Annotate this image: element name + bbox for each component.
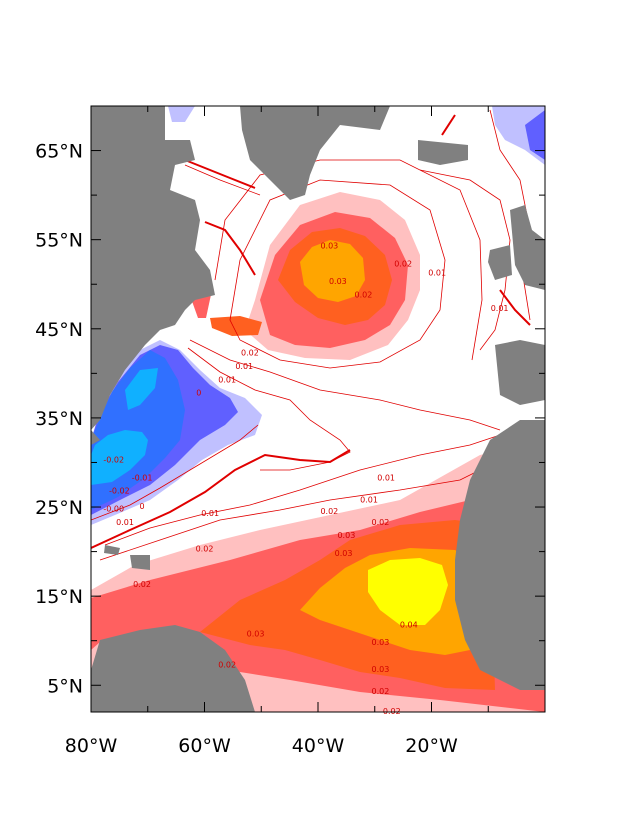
contour-label: -0.02 — [103, 455, 124, 464]
latitude-axis: 5°N 15°N 25°N 35°N 45°N 55°N 65°N — [35, 105, 545, 697]
lon-tick-label: 80°W — [65, 735, 118, 757]
lon-tick-label: 60°W — [178, 735, 231, 757]
land-greenland — [240, 106, 390, 200]
land-north-america — [91, 106, 215, 430]
contour-line-subpolar-000 — [214, 159, 483, 361]
contour-line-subpolar-001 — [229, 179, 446, 369]
contour-label: 0.02 — [241, 349, 259, 358]
contour-label: -0.02 — [109, 487, 130, 496]
contour-label: 0.02 — [372, 518, 390, 527]
contour-labels: 0.03 0.03 0.02 0.02 0.01 0.01 0.02 0.01 0.01 0 -0.… — [103, 242, 509, 716]
contour-line-gs-2 — [187, 347, 351, 471]
land-caribbean — [91, 430, 150, 570]
band-pos-005-tropical — [368, 558, 448, 625]
land-british-isles — [488, 245, 512, 280]
contour-line-arctic — [184, 164, 261, 196]
land-iceland — [418, 140, 468, 165]
contour-label: 0 — [140, 502, 145, 511]
band-neg-004-north — [125, 368, 158, 410]
contour-label: 0.02 — [196, 545, 214, 554]
lat-tick-label: 65°N — [35, 141, 83, 163]
contour-label: 0.01 — [201, 509, 219, 518]
zero-contour-arctic-2 — [204, 221, 256, 276]
contour-label: 0.02 — [383, 707, 401, 716]
zero-contours — [91, 114, 531, 549]
lat-tick-label: 45°N — [35, 319, 83, 341]
contour-label: 0.01 — [235, 362, 253, 371]
band-pos-003-newfoundland — [210, 316, 262, 336]
lat-tick-label: 15°N — [35, 586, 83, 608]
band-neg-004-gulfstream — [91, 430, 148, 485]
contour-line-gs-1 — [189, 339, 501, 431]
filled-contours-negative — [91, 106, 545, 525]
contour-label: 0.02 — [133, 580, 151, 589]
contour-label: 0.03 — [247, 629, 265, 638]
land-scandinavia — [510, 205, 545, 290]
contour-line-east-1 — [419, 169, 511, 351]
contour-label: 0.03 — [329, 277, 347, 286]
contour-label: 0.02 — [354, 291, 372, 300]
contour-label: 0.03 — [372, 665, 390, 674]
lat-tick-label: 25°N — [35, 497, 83, 519]
land-africa — [455, 420, 545, 690]
contour-label: 0.01 — [116, 518, 134, 527]
band-neg-001-arctic — [168, 106, 195, 122]
contour-label: 0.01 — [491, 304, 509, 313]
zero-contour-gs — [91, 449, 351, 549]
zero-contour-nordic — [441, 114, 456, 136]
land-masses — [91, 106, 545, 712]
contour-label: 0.01 — [360, 496, 378, 505]
contour-label: 0.01 — [377, 473, 395, 482]
land-iberia — [495, 340, 545, 405]
zero-contour-arctic-1 — [184, 159, 256, 189]
contour-label: -0.01 — [132, 473, 153, 482]
contour-label: 0.01 — [428, 268, 446, 277]
contour-line-sub-001 — [99, 459, 501, 561]
contour-label: 0.02 — [394, 259, 412, 268]
zero-contour-east — [499, 289, 531, 326]
contour-lines — [91, 109, 531, 561]
lat-tick-label: 35°N — [35, 408, 83, 430]
contour-label: 0.04 — [400, 620, 418, 629]
contour-line-gs-3 — [104, 434, 501, 546]
land-south-america — [91, 625, 255, 712]
filled-contours-subpolar — [188, 192, 420, 360]
contour-line-neg-gs — [91, 424, 259, 521]
contour-label: 0.02 — [372, 687, 390, 696]
contour-label: 0.02 — [218, 660, 236, 669]
lon-tick-label: 40°W — [292, 735, 345, 757]
lat-tick-label: 5°N — [47, 675, 83, 697]
contour-label: 0.03 — [320, 242, 338, 251]
contour-label: 0.03 — [372, 638, 390, 647]
longitude-axis: 80°W 60°W 40°W 20°W — [65, 106, 489, 757]
contour-label: 0.03 — [335, 549, 353, 558]
contour-label: 0.03 — [337, 531, 355, 540]
contour-label: 0.02 — [320, 507, 338, 516]
band-pos-004-subpolar — [300, 240, 365, 302]
contour-label: -0.00 — [103, 504, 124, 513]
band-neg-002-nordic — [525, 110, 545, 160]
lat-tick-label: 55°N — [35, 230, 83, 252]
contour-label: 0 — [196, 389, 201, 398]
contour-label: 0.01 — [218, 375, 236, 384]
lon-tick-label: 20°W — [405, 735, 458, 757]
